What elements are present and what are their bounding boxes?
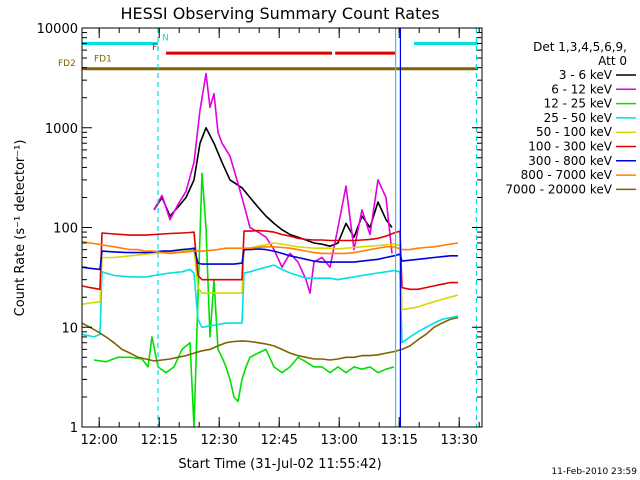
y-axis: 1 10 100 1000 10000	[37, 22, 482, 436]
x-tick-label: 13:15	[380, 433, 417, 448]
legend-label: 800 - 7000 keV	[521, 168, 613, 182]
y-tick-label: 1	[70, 421, 78, 436]
series-line-0	[153, 127, 393, 247]
x-tick-label: 13:00	[320, 433, 357, 448]
x-axis: 12:00 12:15 12:30 12:45 13:00 13:15 13:30	[80, 28, 480, 448]
legend-header: Att 0	[598, 54, 627, 68]
legend-label: 6 - 12 keV	[551, 82, 613, 96]
legend-label: 100 - 300 keV	[528, 140, 612, 154]
series-line-1	[153, 72, 393, 294]
legend-label: 12 - 25 keV	[544, 97, 613, 111]
x-tick-label: 12:00	[80, 433, 117, 448]
x-tick-label: 12:30	[200, 433, 237, 448]
flag-label-f: F	[152, 43, 157, 53]
chart-title: HESSI Observing Summary Count Rates	[120, 4, 439, 23]
legend-label: 3 - 6 keV	[559, 68, 613, 82]
y-axis-label: Count Rate (s⁻¹ detector⁻¹)	[13, 140, 28, 317]
x-tick-label: 13:30	[440, 433, 477, 448]
flag-label-n: N	[162, 33, 169, 43]
series-line-2	[93, 172, 395, 428]
footer-timestamp: 11-Feb-2010 23:59	[551, 467, 637, 477]
plot-frame	[81, 27, 483, 428]
flag-bars: NF FD1 FD2	[58, 33, 478, 71]
flag-label-fd1: FD1	[94, 55, 112, 65]
y-tick-label: 10	[61, 321, 78, 336]
legend-label: 25 - 50 keV	[544, 111, 613, 125]
legend-header: Det 1,3,4,5,6,9,	[533, 40, 627, 54]
legend-label: 7000 - 20000 keV	[505, 182, 612, 196]
y-tick-label: 10000	[37, 22, 78, 37]
x-axis-label: Start Time (31-Jul-02 11:55:42)	[178, 457, 381, 472]
series-lines	[81, 72, 459, 428]
flag-label-fd2: FD2	[58, 59, 76, 69]
legend-label: 300 - 800 keV	[528, 154, 612, 168]
x-tick-label: 12:15	[140, 433, 177, 448]
legend-label: 50 - 100 keV	[536, 125, 613, 139]
x-tick-label: 12:45	[260, 433, 297, 448]
y-tick-label: 100	[53, 222, 78, 237]
y-tick-label: 1000	[45, 122, 78, 137]
